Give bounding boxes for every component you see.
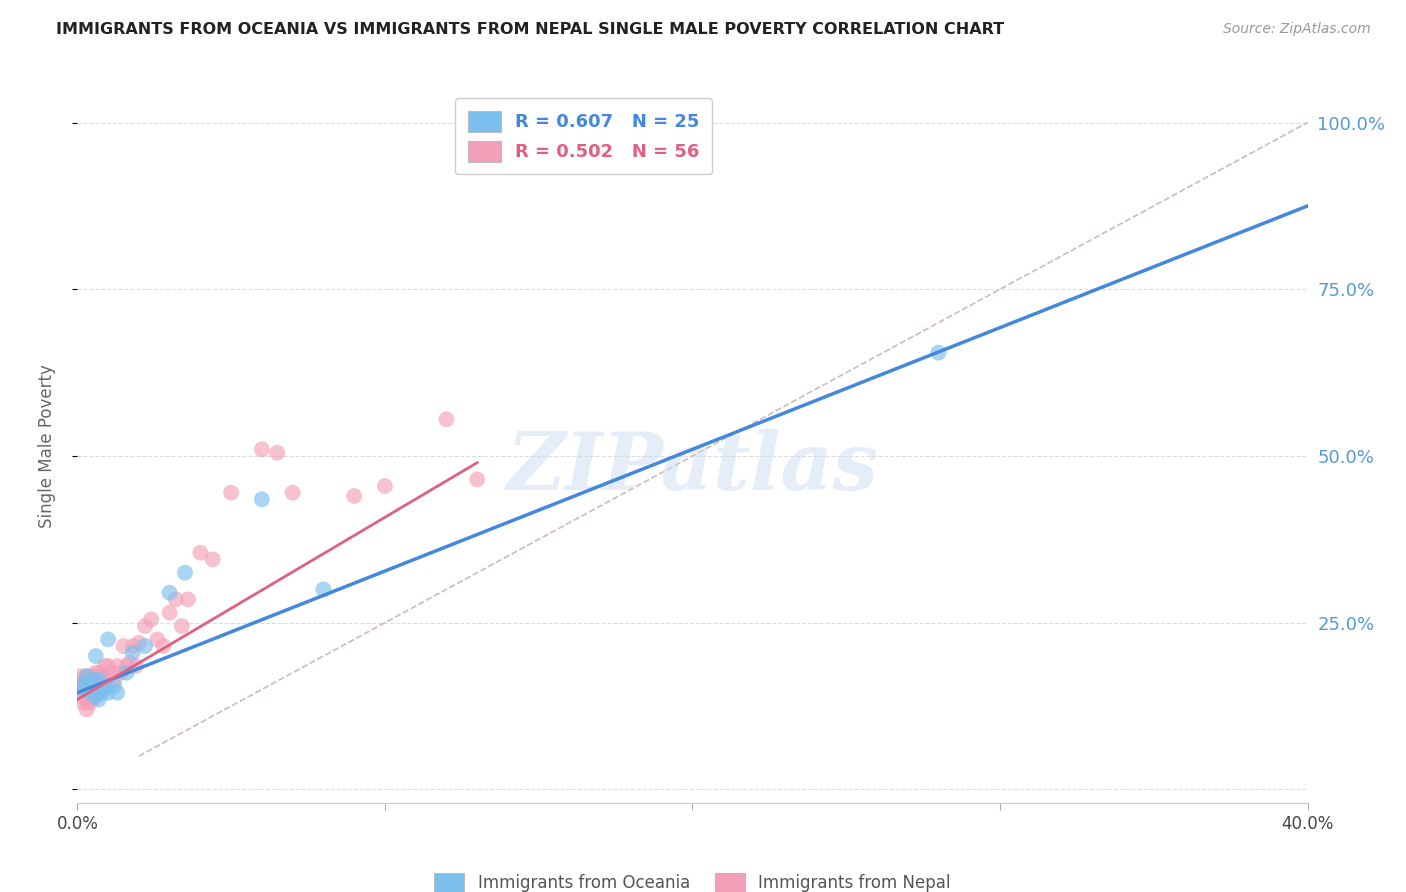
Point [146,632,169,647]
Point [219,485,242,500]
Text: Source: ZipAtlas.com: Source: ZipAtlas.com [1223,22,1371,37]
Point [87,686,110,700]
Point [312,582,335,597]
Point [94,679,117,693]
Point [84,679,107,693]
Point [112,639,135,653]
Point [250,492,273,507]
Point [79,686,101,700]
Point [165,592,187,607]
Point [82,669,104,683]
Point [69,679,91,693]
Point [281,485,304,500]
Point [69,689,91,703]
Text: ZIPatlas: ZIPatlas [506,429,879,506]
Point [79,673,101,687]
Point [266,445,288,459]
Point [97,632,120,647]
Point [82,686,104,700]
Point [177,592,200,607]
Point [76,669,98,683]
Point [134,639,156,653]
Point [69,679,91,693]
Point [79,696,101,710]
Point [94,673,117,687]
Y-axis label: Single Male Poverty: Single Male Poverty [38,364,56,528]
Point [97,659,120,673]
Point [82,673,104,687]
Point [87,692,110,706]
Point [79,686,101,700]
Legend: Immigrants from Oceania, Immigrants from Nepal: Immigrants from Oceania, Immigrants from… [423,861,962,892]
Point [115,659,138,673]
Point [72,682,94,697]
Point [103,673,125,687]
Point [97,679,120,693]
Point [121,639,143,653]
Point [76,702,98,716]
Point [82,692,104,706]
Point [97,686,120,700]
Point [188,546,212,560]
Point [76,675,98,690]
Point [94,659,117,673]
Point [201,552,224,566]
Point [105,686,128,700]
Point [72,696,94,710]
Point [250,442,273,457]
Point [152,639,174,653]
Point [72,673,94,687]
Point [121,646,143,660]
Point [69,669,91,683]
Point [69,675,91,690]
Point [76,679,98,693]
Point [82,679,104,693]
Point [928,345,950,359]
Point [343,489,366,503]
Point [100,665,122,680]
Point [110,665,132,680]
Point [436,412,458,426]
Point [159,585,181,599]
Point [82,679,104,693]
Point [90,686,114,700]
Point [115,665,138,680]
Point [159,606,181,620]
Point [118,656,141,670]
Point [174,566,197,580]
Point [72,686,94,700]
Point [84,649,107,664]
Point [76,669,98,683]
Point [105,659,128,673]
Point [84,665,107,680]
Point [125,659,148,673]
Point [134,619,156,633]
Point [103,679,125,693]
Point [87,665,110,680]
Point [374,479,396,493]
Point [170,619,193,633]
Point [141,612,163,626]
Point [465,472,488,486]
Point [90,669,114,683]
Point [76,692,98,706]
Text: IMMIGRANTS FROM OCEANIA VS IMMIGRANTS FROM NEPAL SINGLE MALE POVERTY CORRELATION: IMMIGRANTS FROM OCEANIA VS IMMIGRANTS FR… [56,22,1004,37]
Point [84,689,107,703]
Point [90,679,114,693]
Point [128,636,150,650]
Point [87,673,110,687]
